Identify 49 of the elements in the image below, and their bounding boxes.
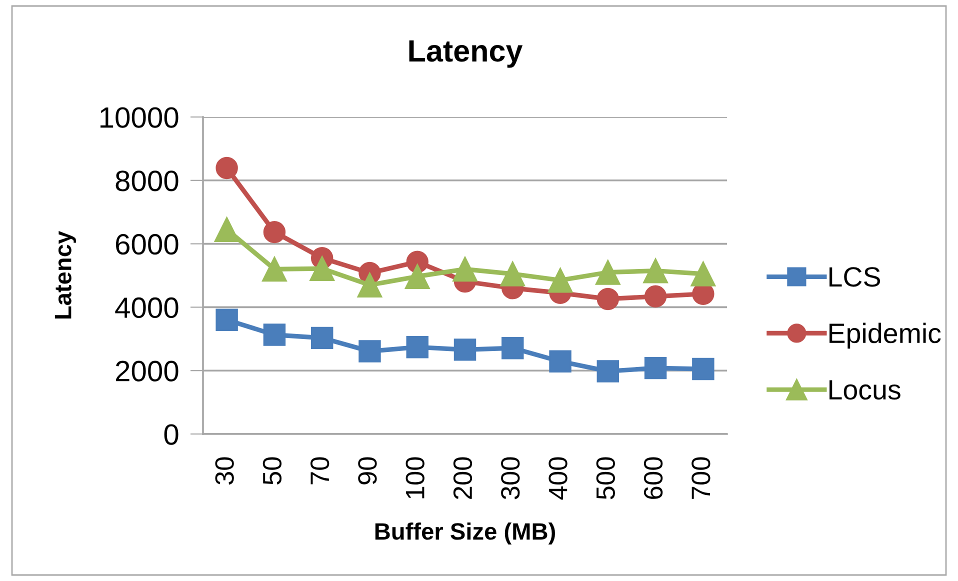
y-tick-label: 0: [164, 424, 178, 445]
y-tick-label: 8000: [116, 170, 178, 192]
point: [502, 336, 524, 360]
point: [596, 360, 620, 382]
point: [500, 261, 526, 286]
point: [596, 288, 620, 310]
y-tick-label: 10000: [100, 107, 178, 128]
point: [643, 258, 668, 284]
point: [263, 324, 286, 346]
point: [644, 285, 667, 308]
point: [216, 308, 238, 331]
x-tick-label: 400: [548, 457, 568, 500]
point: [310, 256, 335, 282]
point: [644, 356, 667, 380]
point: [262, 256, 287, 282]
point: [690, 261, 716, 286]
y-tick-label: 2000: [116, 360, 178, 382]
point: [310, 326, 334, 350]
x-tick-label: 90: [358, 457, 377, 484]
point: [692, 358, 714, 380]
x-tick-label: 600: [644, 457, 663, 499]
point: [406, 336, 428, 358]
legend-label: Epidemic: [830, 322, 941, 349]
point: [404, 264, 430, 289]
x-axis-title: Buffer Size (MB): [375, 522, 555, 544]
x-tick-label: 500: [596, 457, 615, 500]
point: [452, 256, 478, 282]
y-axis-title: Latency: [54, 231, 76, 319]
point: [357, 272, 382, 298]
point: [358, 340, 381, 362]
legend-label: Locus: [830, 380, 900, 400]
x-tick-label: 700: [692, 457, 710, 499]
x-tick-label: 50: [262, 457, 282, 485]
point: [549, 350, 572, 373]
x-tick-label: 30: [215, 457, 234, 485]
point: [214, 217, 240, 242]
point: [548, 268, 573, 293]
point: [595, 260, 620, 285]
x-tick-label: 300: [501, 457, 520, 500]
point: [454, 338, 476, 361]
point: [216, 156, 238, 180]
x-tick-label: 200: [453, 457, 472, 499]
y-tick-label: 4000: [115, 297, 178, 318]
legend-label: LCS: [830, 267, 880, 287]
x-tick-label: 70: [310, 457, 330, 484]
y-tick-label: 6000: [116, 234, 178, 255]
x-tick-label: 100: [406, 457, 424, 498]
chart-title: Latency: [409, 40, 523, 68]
point: [263, 220, 286, 244]
